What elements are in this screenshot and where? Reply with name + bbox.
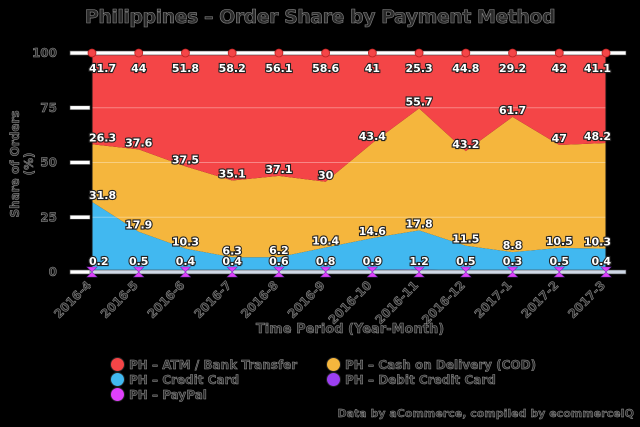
area-ph-atm-bank-transfer bbox=[92, 53, 606, 182]
y-tick-label: 50 bbox=[40, 156, 57, 170]
data-labels: 41.7 44 51.8 58.2 56.1 58.6 41 25.3 44.8 29.2 42 41… bbox=[88, 61, 613, 269]
data-label: 31.8 bbox=[89, 189, 116, 202]
data-label: 0.8 bbox=[316, 255, 336, 268]
x-tick-label: 2016-9 bbox=[285, 278, 328, 321]
data-label: 1.2 bbox=[409, 255, 429, 268]
data-label: 0.4 bbox=[592, 255, 612, 268]
x-tick-label: 2016-6 bbox=[145, 278, 188, 321]
data-label: 29.2 bbox=[499, 62, 526, 75]
area-ph-credit-card bbox=[92, 201, 606, 272]
legend-swatch-icon bbox=[110, 372, 125, 387]
data-label: 37.6 bbox=[125, 136, 152, 149]
data-label: 0.4 bbox=[176, 255, 196, 268]
data-label: 51.8 bbox=[172, 62, 199, 75]
data-label: 11.5 bbox=[452, 233, 479, 246]
data-label: 0.5 bbox=[456, 255, 476, 268]
data-label: 10.3 bbox=[584, 236, 611, 249]
legend-label: PH – Credit Card bbox=[129, 372, 240, 387]
legend-item-debit-credit-card[interactable]: PH – Debit Credit Card bbox=[326, 372, 566, 387]
data-label: 41 bbox=[365, 62, 380, 75]
y-axis-label: Share of Orders (%) bbox=[8, 110, 37, 218]
data-label: 35.1 bbox=[219, 167, 246, 180]
data-label: 0.5 bbox=[129, 255, 149, 268]
x-tick-label: 2016-7 bbox=[191, 278, 234, 321]
data-label: 0.9 bbox=[363, 255, 383, 268]
y-tick-label: 25 bbox=[40, 210, 57, 224]
y-tick-label: 100 bbox=[32, 46, 57, 60]
y-axis-ticks: 0 25 50 75 100 bbox=[32, 46, 91, 279]
data-label: 43.2 bbox=[452, 138, 479, 151]
data-label: 61.7 bbox=[499, 104, 526, 117]
legend-item-paypal[interactable]: PH – PayPal bbox=[110, 387, 326, 402]
data-label: 6.3 bbox=[222, 244, 242, 257]
data-label: 41.1 bbox=[584, 62, 611, 75]
data-label: 58.2 bbox=[219, 62, 246, 75]
data-label: 10.5 bbox=[546, 235, 573, 248]
legend-item-credit-card[interactable]: PH – Credit Card bbox=[110, 372, 326, 387]
data-label: 37.5 bbox=[172, 153, 199, 166]
data-label: 30 bbox=[318, 169, 334, 182]
data-label: 0.4 bbox=[222, 255, 242, 268]
data-label: 26.3 bbox=[89, 131, 116, 144]
area-ph-cash-on-delivery-cod- bbox=[92, 108, 606, 258]
data-label: 6.2 bbox=[269, 244, 289, 257]
x-tick-label: 2016-8 bbox=[238, 278, 281, 321]
data-label: 44.8 bbox=[452, 62, 479, 75]
x-tick-label: 2016-10 bbox=[326, 278, 375, 327]
source-credit: Data by aCommerce, compiled by ecommerce… bbox=[337, 407, 634, 420]
legend-swatch-icon bbox=[326, 357, 341, 372]
x-tick-label: 2016-11 bbox=[372, 278, 421, 327]
chart-title: Philippines – Order Share by Payment Met… bbox=[84, 6, 556, 29]
x-tick-label: 2017-1 bbox=[472, 278, 515, 321]
legend-label: PH – Debit Credit Card bbox=[345, 372, 496, 387]
x-tick-label: 2017-2 bbox=[518, 278, 561, 321]
data-label: 0.2 bbox=[89, 255, 109, 268]
data-label: 14.6 bbox=[359, 225, 386, 238]
data-label: 0.6 bbox=[269, 255, 289, 268]
legend-swatch-icon bbox=[326, 372, 341, 387]
legend: PH – ATM / Bank Transfer PH – Cash on De… bbox=[110, 357, 570, 402]
data-label: 17.9 bbox=[125, 219, 152, 232]
legend-label: PH – PayPal bbox=[129, 387, 207, 402]
data-label: 17.8 bbox=[406, 217, 433, 230]
x-axis-ticks: 2016-4 2016-5 2016-6 2016-7 2016-8 2016-92016… bbox=[51, 278, 608, 327]
data-label: 44 bbox=[131, 62, 147, 75]
data-label: 47 bbox=[552, 132, 567, 145]
legend-swatch-icon bbox=[110, 357, 125, 372]
data-label: 37.1 bbox=[265, 163, 292, 176]
data-label: 0.5 bbox=[550, 255, 570, 268]
x-tick-label: 2016-5 bbox=[98, 278, 141, 321]
data-label: 25.3 bbox=[406, 62, 433, 75]
data-label: 48.2 bbox=[584, 130, 611, 143]
data-label: 58.6 bbox=[312, 62, 339, 75]
data-label: 10.4 bbox=[312, 234, 339, 247]
x-axis-label: Time Period (Year-Month) bbox=[255, 322, 445, 338]
data-label: 56.1 bbox=[265, 62, 292, 75]
data-label: 41.7 bbox=[89, 62, 116, 75]
data-markers bbox=[86, 48, 612, 278]
data-label: 43.4 bbox=[359, 130, 386, 143]
y-tick-label: 75 bbox=[40, 101, 57, 115]
legend-label: PH – ATM / Bank Transfer bbox=[129, 357, 298, 372]
data-label: 42 bbox=[552, 62, 567, 75]
data-label: 10.3 bbox=[172, 236, 199, 249]
legend-label: PH – Cash on Delivery (COD) bbox=[345, 357, 537, 372]
legend-item-cod[interactable]: PH – Cash on Delivery (COD) bbox=[326, 357, 566, 372]
legend-item-atm-bank-transfer[interactable]: PH – ATM / Bank Transfer bbox=[110, 357, 326, 372]
x-tick-label: 2016-4 bbox=[51, 278, 94, 321]
data-label: 55.7 bbox=[406, 95, 433, 108]
data-label: 0.3 bbox=[503, 255, 523, 268]
data-label: 8.8 bbox=[503, 239, 523, 252]
x-tick-label: 2016-12 bbox=[419, 278, 468, 327]
plot-areas bbox=[92, 53, 606, 272]
legend-swatch-icon bbox=[110, 387, 125, 402]
x-tick-label: 2017-3 bbox=[565, 278, 608, 321]
y-tick-label: 0 bbox=[49, 265, 57, 279]
